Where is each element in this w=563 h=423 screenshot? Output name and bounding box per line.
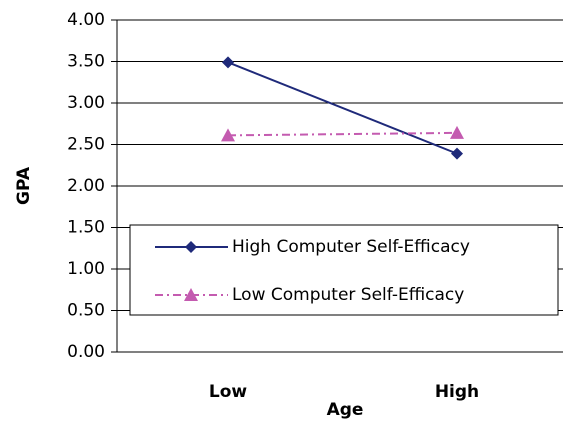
y-tick-label: 1.00 <box>67 259 105 279</box>
legend-label: High Computer Self-Efficacy <box>232 237 470 257</box>
y-tick-label: 0.50 <box>67 301 105 321</box>
legend-box <box>129 224 559 316</box>
y-tick-label: 2.50 <box>67 135 105 155</box>
legend-label: Low Computer Self-Efficacy <box>232 285 464 305</box>
y-tick-label: 3.50 <box>67 52 105 72</box>
legend-marker <box>184 288 198 301</box>
y-axis-title: GPA <box>14 166 34 205</box>
data-point <box>221 128 235 142</box>
series-line <box>227 131 458 137</box>
y-tick-label: 4.00 <box>67 10 105 30</box>
legend-marker <box>185 241 197 253</box>
series-line <box>227 61 458 155</box>
data-point <box>451 147 463 160</box>
data-point <box>222 56 234 69</box>
y-tick-label: 2.00 <box>67 176 105 196</box>
x-tick-label: High <box>435 382 479 402</box>
y-tick-label: 1.50 <box>67 218 105 238</box>
x-axis-title: Age <box>327 400 364 420</box>
y-tick-label: 0.00 <box>67 342 105 362</box>
y-tick-label: 3.00 <box>67 93 105 113</box>
data-point <box>450 125 464 139</box>
x-tick-label: Low <box>209 382 248 402</box>
